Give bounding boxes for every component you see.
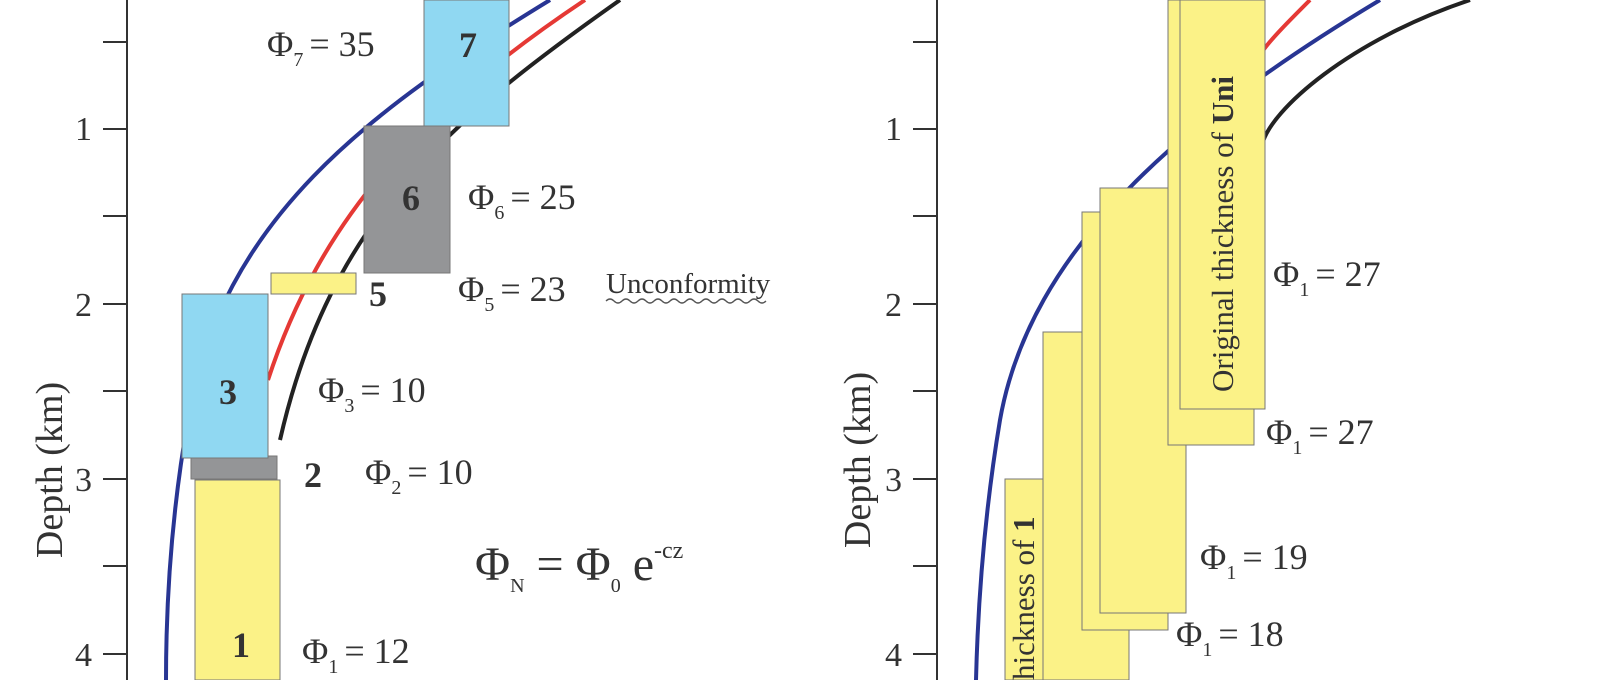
unit-2-box (190, 455, 278, 480)
unit-5-label: 5 (369, 274, 387, 314)
thickness-of-1-label: hickness of 1 (1006, 516, 1041, 680)
left-tick-label-1: 1 (75, 111, 92, 148)
right-panel: 1 2 3 4 Depth (km) Original thickness of… (837, 0, 1471, 680)
unit-2-label: 2 (304, 455, 322, 495)
right-tick-label-3: 3 (885, 462, 902, 499)
unit-6-box (363, 125, 451, 274)
right-black-curve (1260, 0, 1471, 146)
unit-1-label: 1 (232, 625, 250, 665)
phi1-label: Φ1 = 12 (302, 631, 410, 678)
right-tick-label-1: 1 (885, 111, 902, 148)
left-tick-label-2: 2 (75, 287, 92, 324)
unit-7-box (423, 0, 510, 127)
porosity-equation: ΦN = Φ0 e-cz (475, 538, 683, 597)
unit-3-box (181, 293, 269, 459)
unconformity-label: Unconformity (606, 268, 771, 300)
phi5-label: Φ5 = 23 (458, 269, 566, 316)
phi3-label: Φ3 = 10 (318, 370, 426, 417)
right-box-bottom (1004, 478, 1044, 680)
left-tick-label-3: 3 (75, 462, 92, 499)
phi6-label: Φ6 = 25 (468, 177, 576, 224)
phi2-label: Φ2 = 10 (365, 452, 473, 499)
unit-6-label: 6 (402, 178, 420, 218)
phi7-label: Φ7 = 35 (267, 24, 375, 71)
right-tick-label-2: 2 (885, 287, 902, 324)
left-tick-label-4: 4 (75, 637, 92, 674)
left-axis-title: Depth (km) (29, 382, 71, 558)
right-phi-19: Φ1 = 19 (1200, 537, 1308, 584)
original-thickness-label: Original thickness of Uni (1205, 76, 1240, 392)
unit-3-label: 3 (219, 372, 237, 412)
right-box-6 (1179, 0, 1266, 410)
right-red-curve (1260, 0, 1312, 54)
right-phi-18: Φ1 = 18 (1176, 614, 1284, 661)
unit-5-box (270, 272, 357, 295)
left-panel: 1 2 3 4 Depth (km) 7 6 5 3 2 1 Φ7 = 35 Φ6… (29, 0, 771, 680)
right-tick-label-4: 4 (885, 637, 902, 674)
right-axis-title: Depth (km) (837, 372, 879, 548)
right-phi-27-upper: Φ1 = 27 (1273, 254, 1381, 301)
right-phi-27-lower: Φ1 = 27 (1266, 412, 1374, 459)
unconformity-wavy-line (605, 298, 767, 304)
unit-1-box (194, 479, 281, 680)
unit-7-label: 7 (459, 25, 477, 65)
